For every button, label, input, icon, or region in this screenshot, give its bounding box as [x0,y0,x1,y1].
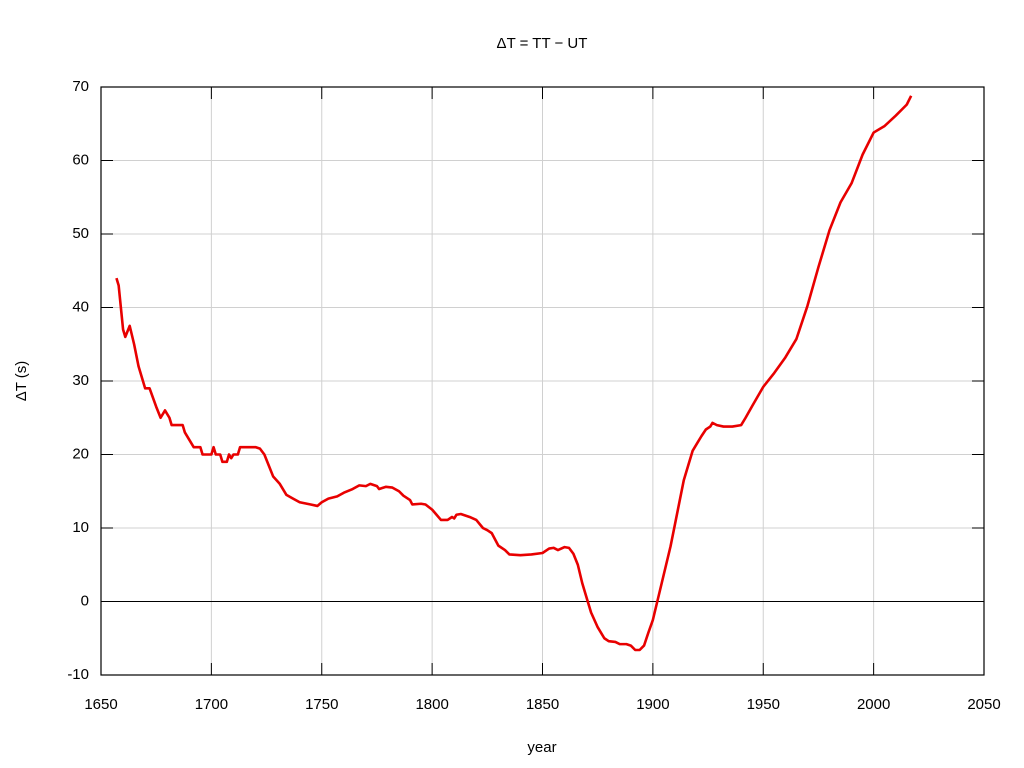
x-tick-label: 1850 [526,696,559,713]
y-tick-label: 50 [72,225,89,242]
x-tick-label: 2000 [857,696,890,713]
data-line [115,95,913,652]
y-tick-label: 60 [72,151,89,168]
x-axis-label: year [527,739,556,756]
plot-border [100,86,985,676]
y-tick-label: 70 [72,78,89,95]
x-tick-label: 1900 [636,696,669,713]
chart-title: ΔT = TT − UT [497,35,588,52]
x-tick-label: 1650 [84,696,117,713]
x-tick-label: 1700 [195,696,228,713]
y-tick-label: 40 [72,298,89,315]
x-tick-label: 1950 [747,696,780,713]
y-tick-label: -10 [67,666,89,683]
y-axis-label: ΔT (s) [13,361,30,402]
x-tick-label: 1800 [415,696,448,713]
y-tick-label: 10 [72,519,89,536]
x-tick-label: 2050 [967,696,1000,713]
y-tick-label: 0 [81,592,89,609]
y-tick-label: 30 [72,372,89,389]
x-tick-label: 1750 [305,696,338,713]
y-tick-label: 20 [72,445,89,462]
